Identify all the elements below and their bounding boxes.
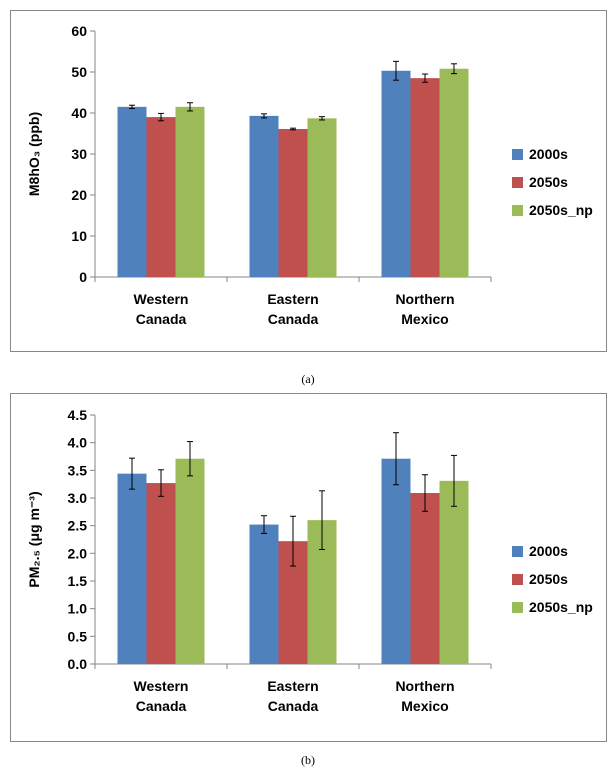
legend-label: 2000s <box>529 146 568 162</box>
bar <box>307 118 337 277</box>
y-tick-label: 2.5 <box>68 518 88 534</box>
legend-swatch <box>512 574 523 585</box>
bar <box>410 78 440 278</box>
y-tick-label: 10 <box>71 228 87 244</box>
y-tick-label: 2.0 <box>68 545 88 561</box>
legend-swatch <box>512 546 523 557</box>
legend-label: 2050s <box>529 174 568 190</box>
bar <box>381 458 411 664</box>
bar <box>381 70 411 277</box>
x-category-label: Eastern <box>267 678 318 694</box>
chart-panel-a: M8hO₃ (ppb) 0 10 20 30 40 50 60 Western Canada Eas… <box>10 10 607 352</box>
y-tick-label: 1.0 <box>68 601 88 617</box>
legend-swatch <box>512 177 523 188</box>
y-axis-title: PM₂.₅ (μg m⁻³) <box>26 491 42 587</box>
x-category-label: Northern <box>395 678 454 694</box>
legend-label: 2050s_np <box>529 599 593 615</box>
x-category-label: Western <box>134 678 189 694</box>
bar <box>439 68 469 277</box>
legend-label: 2050s <box>529 571 568 587</box>
y-tick-label: 4.5 <box>68 407 88 423</box>
y-tick-label: 30 <box>71 146 87 162</box>
x-category-label: Canada <box>136 311 187 327</box>
y-tick-label: 0.0 <box>68 656 88 672</box>
bar <box>278 128 308 277</box>
y-tick-label: 0.5 <box>68 628 88 644</box>
legend-swatch <box>512 205 523 216</box>
y-tick-label: 50 <box>71 64 87 80</box>
legend-swatch <box>512 602 523 613</box>
y-tick-label: 0 <box>79 269 87 285</box>
y-axis-title: M8hO₃ (ppb) <box>26 112 42 196</box>
legend-swatch <box>512 149 523 160</box>
y-tick-label: 4.0 <box>68 435 88 451</box>
chart-panel-b: PM₂.₅ (μg m⁻³) 0.0 0.5 1.0 1.5 2.0 2.5 3.0 3.5 4.… <box>10 393 607 742</box>
x-category-label: Western <box>134 291 189 307</box>
y-tick-label: 40 <box>71 105 87 121</box>
x-category-label: Canada <box>268 311 319 327</box>
x-category-label: Canada <box>136 698 187 714</box>
y-tick-label: 3.0 <box>68 490 88 506</box>
y-tick-label: 60 <box>71 23 87 39</box>
caption-b: (b) <box>301 753 315 767</box>
chart-a-svg: M8hO₃ (ppb) 0 10 20 30 40 50 60 Western Canada Eas… <box>26 23 593 327</box>
bar <box>175 106 205 277</box>
bar <box>117 473 147 664</box>
bar <box>249 524 279 664</box>
legend-label: 2000s <box>529 543 568 559</box>
bar <box>175 458 205 664</box>
bar <box>410 493 440 664</box>
x-category-label: Eastern <box>267 291 318 307</box>
x-category-label: Canada <box>268 698 319 714</box>
bar <box>249 115 279 278</box>
caption-a: (a) <box>301 372 315 386</box>
bar <box>146 117 176 277</box>
x-category-label: Northern <box>395 291 454 307</box>
bar <box>146 483 176 664</box>
bar <box>439 480 469 664</box>
x-category-label: Mexico <box>401 311 448 327</box>
y-tick-label: 3.5 <box>68 462 88 478</box>
x-category-label: Mexico <box>401 698 448 714</box>
chart-b-svg: PM₂.₅ (μg m⁻³) 0.0 0.5 1.0 1.5 2.0 2.5 3.0 3.5 4.… <box>26 407 593 714</box>
y-tick-label: 20 <box>71 187 87 203</box>
bar <box>117 106 147 277</box>
legend-label: 2050s_np <box>529 202 593 218</box>
y-tick-label: 1.5 <box>68 573 88 589</box>
